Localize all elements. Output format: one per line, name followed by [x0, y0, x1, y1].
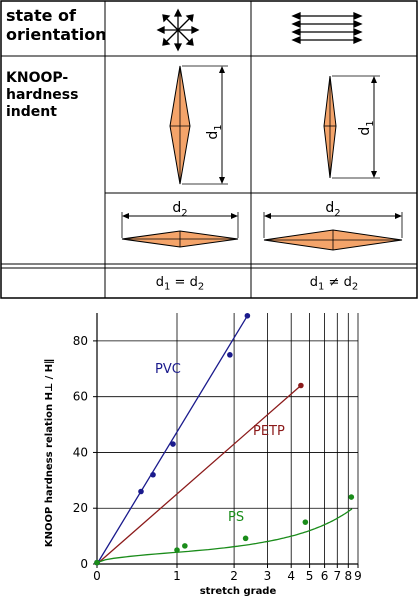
y-tick-label: 0	[80, 557, 88, 571]
d2-label-left: d2	[172, 200, 187, 219]
d1-label-left: d1	[205, 124, 224, 139]
indent-vertical-right	[323, 75, 380, 179]
series-label-ps: PS	[228, 510, 244, 525]
multi-direction-arrows-icon	[156, 8, 200, 52]
y-tick-label: 60	[73, 390, 88, 404]
x-tick-label: 5	[306, 569, 314, 583]
y-tick-label: 20	[73, 501, 88, 515]
series-line-petp	[96, 385, 302, 565]
indent-horizontal-left	[121, 212, 239, 248]
data-point-ps	[348, 494, 355, 500]
orientation-table: d1 d1 d2 d2	[0, 0, 418, 299]
x-axis-label: stretch grade	[200, 586, 277, 597]
data-point-ps	[174, 547, 180, 553]
chart-grid	[97, 313, 359, 564]
row-label-orientation: state of orientation	[6, 6, 107, 44]
table-frame	[0, 0, 418, 299]
row-label-knoop: KNOOP-hardness indent	[6, 70, 79, 120]
data-point-pvc	[244, 312, 251, 319]
series-line-pvc	[96, 315, 248, 565]
series-line-ps	[96, 508, 353, 564]
chart-series: PVC PETP PS	[94, 312, 355, 566]
data-point-pvc	[138, 488, 144, 495]
data-point-ps	[94, 559, 100, 566]
parallel-arrows-icon	[291, 12, 363, 44]
data-point-ps	[242, 535, 249, 542]
data-point-ps	[302, 519, 309, 525]
chart-axes: 0 20 40 60 80 0 1 2 3 4 5 6 7 8 9	[73, 313, 362, 583]
x-tick-label: 0	[93, 569, 101, 583]
d1-label-right: d1	[357, 120, 376, 135]
data-point-pvc	[150, 471, 156, 478]
data-point-ps	[182, 543, 188, 549]
equation-not-equal: d1 ≠ d2	[309, 275, 359, 293]
d2-label-right: d2	[325, 200, 340, 219]
x-tick-label: 8	[344, 569, 352, 583]
y-tick-label: 40	[73, 445, 88, 459]
data-point-pvc	[227, 352, 233, 358]
x-tick-label: 4	[287, 569, 295, 583]
indent-horizontal-right	[263, 212, 403, 251]
x-tick-label: 7	[333, 569, 341, 583]
series-label-pvc: PVC	[155, 362, 181, 377]
x-tick-label: 2	[230, 569, 238, 583]
hardness-chart: 0 20 40 60 80 0 1 2 3 4 5 6 7 8 9 PVC PETP PS KNOOP hard…	[44, 312, 362, 597]
equation-equal: d1 = d2	[155, 275, 205, 293]
x-tick-label: 1	[173, 569, 181, 583]
x-tick-label: 9	[354, 569, 362, 583]
x-tick-label: 6	[321, 569, 329, 583]
indent-vertical-left	[169, 65, 228, 185]
series-label-petp: PETP	[253, 424, 285, 439]
data-point-petp	[298, 382, 304, 389]
x-tick-label: 3	[264, 569, 272, 583]
y-axis-label: KNOOP hardness relation H⊥ / H∥	[44, 359, 55, 547]
y-tick-label: 80	[73, 334, 88, 348]
data-point-pvc	[170, 441, 176, 447]
